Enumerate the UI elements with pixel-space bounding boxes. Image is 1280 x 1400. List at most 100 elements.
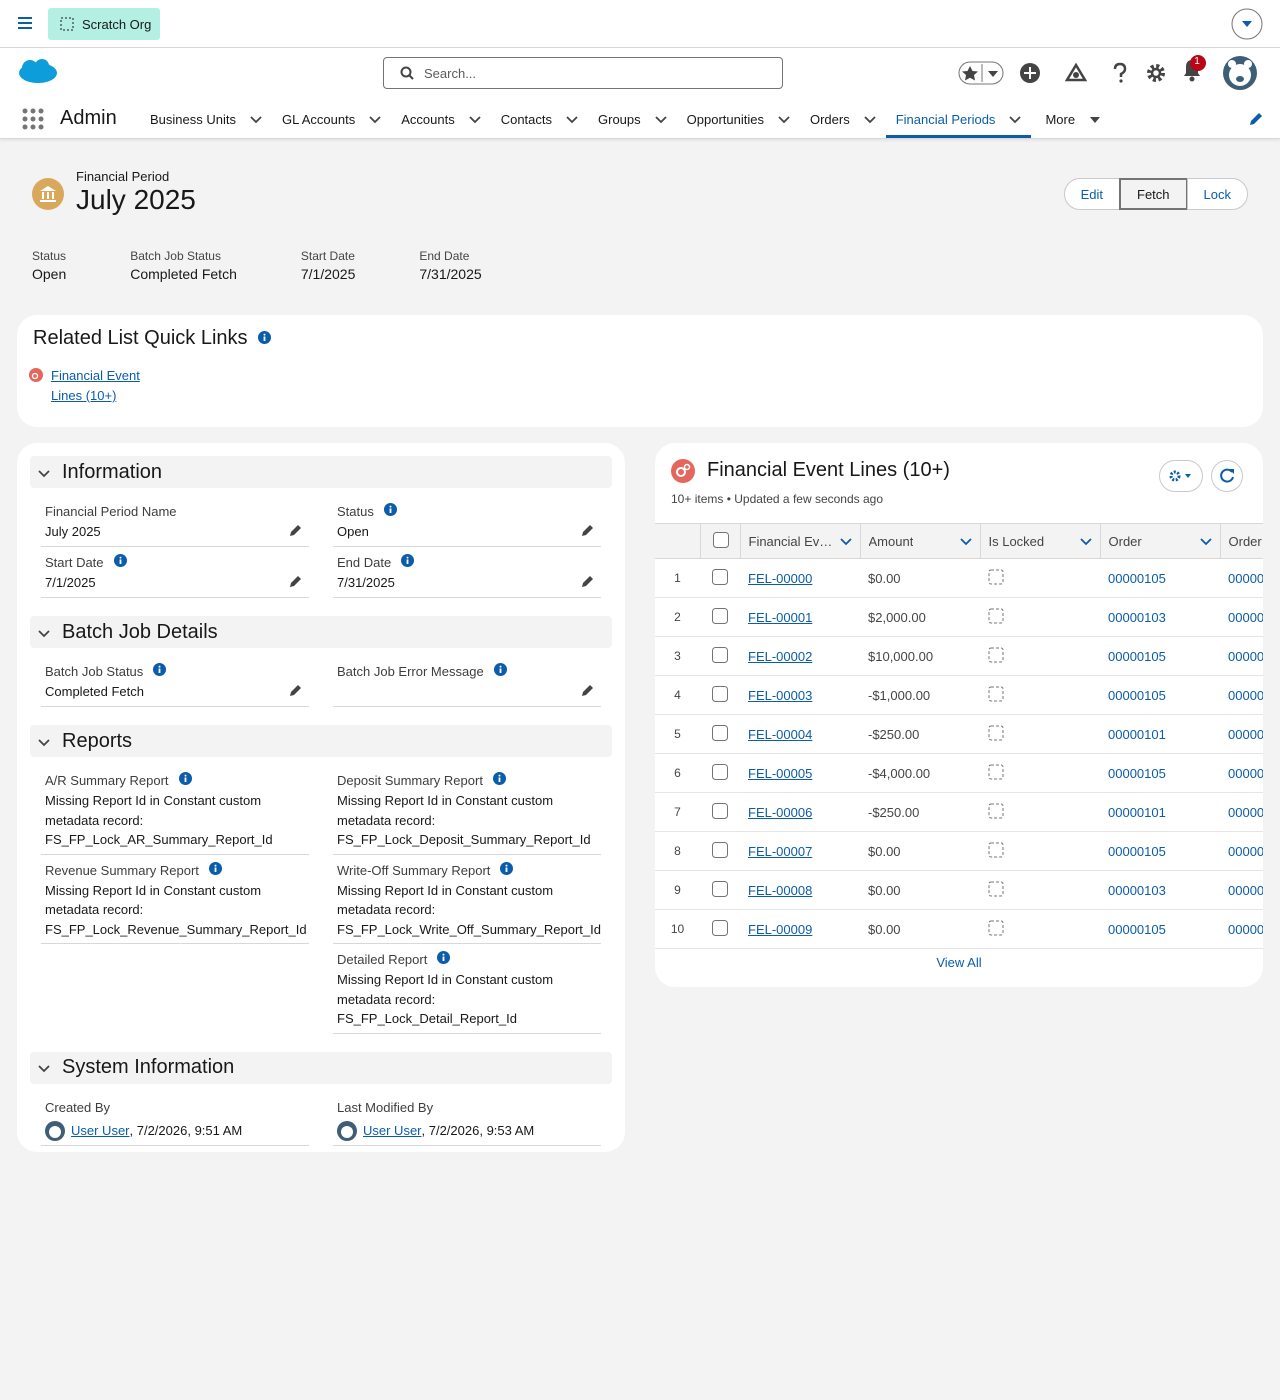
row-number: 3 [655,636,700,676]
name-cell: FEL-00002 [740,636,860,676]
row-select[interactable] [700,714,740,754]
section-header[interactable]: Information [30,456,612,488]
record-link[interactable]: FEL-00004 [748,726,813,742]
row-select[interactable] [700,831,740,871]
settings-menu[interactable] [1159,460,1203,492]
more-icon [1089,112,1101,127]
icon-part [1009,115,1022,123]
row-select[interactable] [700,909,740,949]
record-link[interactable]: FEL-00006 [748,804,813,820]
notification-count: 1 [1194,56,1200,67]
record-link[interactable]: FEL-00001 [748,609,813,625]
icon-part [671,459,695,483]
name-cell: FEL-00009 [740,909,860,949]
tab-menu[interactable] [469,112,481,127]
edit-icon[interactable] [289,574,303,591]
edit-icon[interactable] [581,574,595,591]
edit-icon[interactable] [289,683,303,700]
add-icon[interactable] [1019,62,1041,84]
salesforce-logo[interactable] [17,58,59,86]
edit-nav[interactable] [1248,111,1264,127]
select-all[interactable] [700,523,741,559]
locked-cell [980,714,1100,754]
column-header[interactable]: Order [1100,523,1221,559]
action-button[interactable]: Fetch [1119,178,1188,210]
tab-menu[interactable] [1009,112,1022,127]
nav-tab[interactable]: Accounts [391,100,490,138]
record-link[interactable]: FEL-00007 [748,843,813,859]
record-link[interactable]: FEL-00002 [748,648,813,664]
tab-menu[interactable] [778,112,790,127]
edit-icon[interactable] [581,683,595,700]
user-link[interactable]: User User [363,1122,422,1138]
edit-icon[interactable] [289,523,303,540]
row-select[interactable] [700,675,740,715]
nav-tab[interactable]: Opportunities [677,100,800,138]
record-link[interactable]: FEL-00008 [748,882,813,898]
nav-tab[interactable]: Contacts [491,100,588,138]
nav-tab[interactable]: Financial Periods [885,100,1032,138]
value-text: Completed Fetch [45,684,144,699]
record-link[interactable]: FEL-00005 [748,765,813,781]
column-header[interactable]: Financial Ev… [740,523,861,559]
tab-menu[interactable] [369,112,381,127]
highlight-label: Start Date [300,249,355,263]
name-cell: FEL-00006 [740,792,860,832]
avatar[interactable] [1222,55,1258,91]
value-text: Open [337,524,369,539]
edit-icon[interactable] [581,523,595,540]
nav-tab[interactable]: GL Accounts [272,100,391,138]
row-select[interactable] [700,597,740,637]
column-header[interactable]: Is Locked [980,523,1101,559]
setup-icon[interactable] [1145,62,1167,84]
icon-part [988,803,1004,818]
help-icon[interactable] [1110,62,1130,84]
table-row: 5 FEL-00004 -$250.00 00000101 00000 [655,714,1263,754]
tab-menu[interactable] [250,112,262,127]
refresh[interactable] [1211,460,1243,492]
user-menu[interactable] [1231,8,1263,40]
nav-more[interactable]: More [1035,100,1111,138]
column-header[interactable]: Order [1220,523,1263,559]
favorites[interactable] [958,61,1004,85]
row-select[interactable] [700,792,740,832]
record-link[interactable]: FEL-00000 [748,570,813,586]
tab-menu[interactable] [655,112,667,127]
row-select[interactable] [700,870,740,910]
tab-menu[interactable] [566,112,578,127]
org-badge[interactable]: Scratch Org [48,8,160,40]
search-box[interactable]: Search... [383,57,783,89]
section-header[interactable]: Batch Job Details [30,616,612,648]
tab-menu[interactable] [864,112,876,127]
row-select[interactable] [700,558,740,598]
amount-cell: $10,000.00 [860,636,980,676]
action-button[interactable]: Lock [1186,178,1248,210]
section-header[interactable]: System Information [30,1051,612,1084]
notifications[interactable] [1181,54,1209,84]
icon-part [442,953,445,956]
trailhead-icon[interactable] [1065,62,1087,84]
icon-part [290,525,301,536]
label-text: Detailed Report [337,952,428,967]
icon-part [40,200,56,202]
table-row: 1 FEL-00000 $0.00 00000105 00000 [655,558,1263,598]
row-select[interactable] [700,636,740,676]
user-link[interactable]: User User [71,1122,130,1138]
quick-link-text[interactable]: Financial Event Lines (10+) [51,368,140,403]
action-button[interactable]: Edit [1063,178,1121,210]
app-launcher[interactable] [22,108,44,130]
row-select[interactable] [700,753,740,793]
name-cell: FEL-00003 [740,675,860,715]
nav-tab[interactable]: Groups [588,100,677,138]
order-cell: 00000105 [1100,753,1220,793]
record-link[interactable]: FEL-00003 [748,687,813,703]
view-all[interactable]: View All [936,955,982,970]
icon-part [712,841,728,858]
section-toggle [38,1056,50,1079]
record-link[interactable]: FEL-00009 [748,921,813,937]
section-header[interactable]: Reports [30,725,612,757]
column-header[interactable]: Amount [860,523,981,559]
nav-tab[interactable]: Orders [800,100,886,138]
nav-tab[interactable]: Business Units [140,100,272,138]
menu-icon[interactable] [18,17,32,29]
